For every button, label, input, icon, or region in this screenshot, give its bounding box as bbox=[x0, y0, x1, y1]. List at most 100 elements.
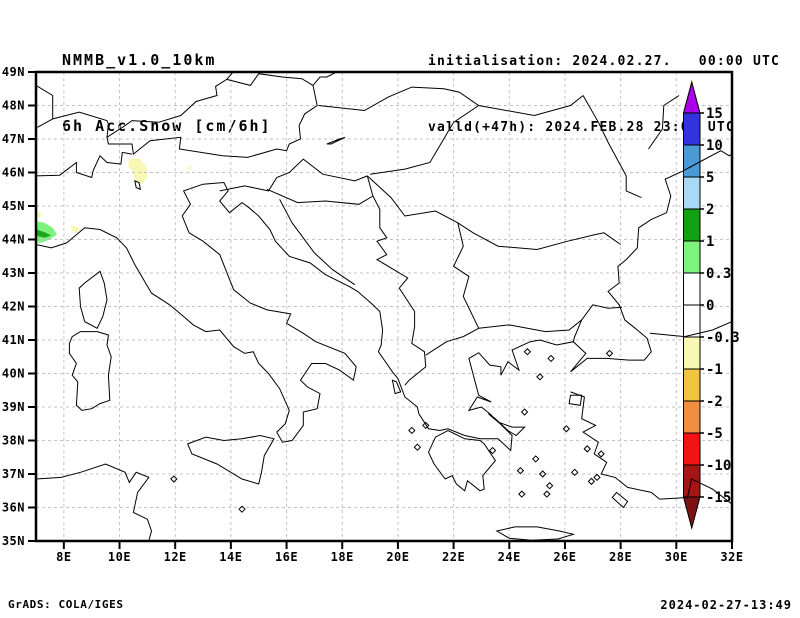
colorbar-segment bbox=[683, 400, 701, 434]
model-name: NMMB_v1.0_10km bbox=[62, 51, 217, 69]
lat-tick-label: 43N bbox=[2, 266, 25, 280]
colorbar-segment bbox=[683, 176, 701, 210]
coastline bbox=[488, 413, 526, 437]
colorbar-segment bbox=[683, 368, 701, 402]
lat-tick-label: 49N bbox=[2, 65, 25, 79]
lat-tick-label: 37N bbox=[2, 467, 25, 481]
colorbar-segment bbox=[683, 272, 701, 306]
colorbar-label: 0.3 bbox=[706, 266, 731, 282]
island bbox=[518, 490, 526, 498]
colorbar-segment bbox=[683, 144, 701, 178]
island bbox=[532, 455, 540, 463]
colorbar-label: -10 bbox=[706, 458, 731, 474]
coastline bbox=[572, 319, 583, 342]
island bbox=[587, 477, 596, 486]
coastline bbox=[391, 379, 402, 395]
snow-patch bbox=[70, 225, 80, 233]
coastline bbox=[318, 86, 584, 117]
coastline bbox=[648, 95, 680, 150]
coastline bbox=[219, 158, 368, 192]
island bbox=[488, 446, 497, 455]
lon-tick-label: 28E bbox=[609, 550, 632, 564]
lon-tick-label: 14E bbox=[219, 550, 242, 564]
coastlines-borders-layer bbox=[36, 72, 732, 541]
snow-shading-layer bbox=[36, 158, 192, 243]
island bbox=[562, 425, 571, 433]
coastline bbox=[478, 304, 623, 333]
colorbar-label: -2 bbox=[706, 394, 723, 410]
creation-timestamp: 2024-02-27-13:49 bbox=[660, 598, 792, 612]
coastline bbox=[52, 72, 233, 139]
island bbox=[570, 468, 579, 477]
island bbox=[547, 354, 555, 363]
colorbar-label: 5 bbox=[706, 170, 714, 186]
island bbox=[520, 408, 529, 416]
coastline bbox=[68, 331, 112, 411]
lon-tick-label: 10E bbox=[108, 550, 131, 564]
lon-tick-label: 22E bbox=[442, 550, 465, 564]
grid-lines-layer bbox=[36, 72, 732, 541]
island bbox=[605, 349, 614, 358]
coastline bbox=[570, 391, 732, 505]
lon-tick-label: 8E bbox=[56, 550, 71, 564]
axis-labels: 49N 48N 47N 46N 45N 44N 43N 42N 41N 40N 39N 38N 37N 3… bbox=[2, 65, 743, 564]
island bbox=[516, 466, 525, 475]
colorbar-segment bbox=[683, 208, 701, 242]
island bbox=[408, 426, 416, 435]
lon-tick-label: 24E bbox=[498, 550, 521, 564]
island bbox=[545, 482, 554, 490]
snow-patch bbox=[127, 158, 148, 186]
lon-tick-label: 20E bbox=[386, 550, 409, 564]
coastline bbox=[279, 199, 356, 286]
coastline bbox=[611, 491, 629, 509]
coastline bbox=[582, 95, 642, 199]
colorbar-label: -15 bbox=[706, 490, 731, 506]
island bbox=[597, 450, 605, 458]
lat-tick-label: 42N bbox=[2, 300, 25, 314]
colorbar-label: 15 bbox=[706, 106, 723, 122]
coastline bbox=[266, 188, 374, 205]
coastline bbox=[36, 151, 133, 179]
lon-tick-label: 16E bbox=[275, 550, 298, 564]
lat-tick-label: 40N bbox=[2, 367, 25, 381]
lon-tick-label: 32E bbox=[720, 550, 743, 564]
snow-patch bbox=[36, 221, 57, 243]
island bbox=[536, 373, 544, 381]
colorbar-segment bbox=[683, 464, 701, 498]
colorbar-arrow-top bbox=[682, 80, 701, 114]
colorbar-labels: 15 10 5 2 1 0.3 0 -0.3 -1 -2 -5 -10 -15 bbox=[700, 106, 740, 506]
coastline bbox=[370, 105, 479, 175]
lat-tick-label: 36N bbox=[2, 501, 25, 515]
snow-patch bbox=[186, 165, 192, 170]
colorbar-segment bbox=[683, 304, 701, 338]
coastline bbox=[36, 84, 54, 128]
lat-tick-label: 38N bbox=[2, 434, 25, 448]
colorbar bbox=[682, 80, 701, 530]
island bbox=[543, 490, 551, 498]
lon-tick-label: 18E bbox=[331, 550, 354, 564]
colorbar-label: 10 bbox=[706, 138, 723, 154]
coastline bbox=[366, 175, 621, 251]
colorbar-label: -0.3 bbox=[706, 330, 740, 346]
lat-tick-label: 47N bbox=[2, 132, 25, 146]
lat-tick-label: 35N bbox=[2, 534, 25, 548]
island bbox=[422, 421, 430, 430]
colorbar-label: 0 bbox=[706, 298, 714, 314]
coastline bbox=[134, 180, 142, 191]
colorbar-arrow-bottom bbox=[682, 496, 701, 530]
snow-patch bbox=[36, 211, 42, 218]
colorbar-segment bbox=[683, 336, 701, 370]
coastline bbox=[427, 429, 497, 492]
coastline bbox=[425, 222, 480, 356]
lat-tick-label: 45N bbox=[2, 199, 25, 213]
lon-tick-label: 30E bbox=[665, 550, 688, 564]
lat-tick-label: 46N bbox=[2, 166, 25, 180]
coastline bbox=[187, 434, 275, 485]
island bbox=[170, 475, 178, 483]
colorbar-label: -5 bbox=[706, 426, 723, 442]
lon-tick-label: 12E bbox=[164, 550, 187, 564]
snow-patch bbox=[36, 229, 52, 238]
coastline bbox=[106, 73, 318, 158]
